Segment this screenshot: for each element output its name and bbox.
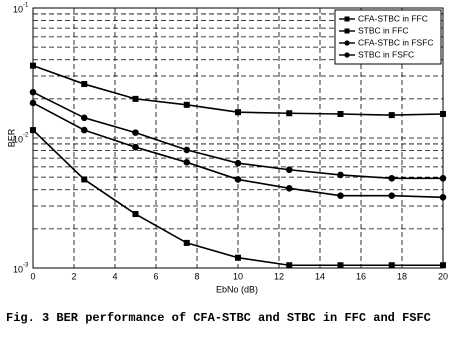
data-point (388, 262, 395, 269)
legend-marker (344, 52, 350, 58)
data-point (183, 159, 191, 166)
legend-label: STBC in FFC (358, 25, 409, 35)
x-tick-label: 0 (30, 271, 35, 281)
data-point (286, 262, 293, 269)
data-point (439, 193, 447, 201)
data-point (81, 176, 88, 183)
data-point (388, 174, 396, 182)
data-point (388, 112, 395, 119)
x-tick-label: 20 (438, 271, 448, 281)
data-point (29, 99, 37, 107)
x-tick-label: 14 (315, 271, 325, 281)
data-point (440, 262, 446, 269)
data-point (132, 211, 139, 218)
y-axis-label: BER (6, 128, 16, 147)
data-point (132, 143, 139, 151)
x-tick-label: 4 (112, 271, 117, 281)
x-tick-label: 6 (153, 271, 158, 281)
data-point (183, 146, 191, 154)
y-tick-label: 10 (13, 4, 23, 14)
caption: Fig. 3 BER performance of CFA-STBC and S… (6, 311, 431, 325)
data-point (286, 110, 293, 117)
legend-marker (344, 40, 350, 46)
data-point (234, 176, 242, 183)
data-point (388, 192, 396, 199)
legend-marker (344, 16, 350, 22)
data-point (132, 95, 139, 102)
data-point (132, 129, 139, 136)
y-tick-label: 10 (13, 264, 23, 274)
x-tick-label: 2 (71, 271, 76, 281)
data-point (183, 101, 190, 108)
data-point (285, 166, 293, 174)
data-point (183, 239, 190, 246)
data-point (234, 159, 242, 167)
data-point (30, 127, 36, 134)
data-point (80, 114, 88, 122)
legend-label: CFA-STBC in FFC (358, 13, 428, 23)
x-tick-label: 12 (274, 271, 284, 281)
x-tick-label: 10 (233, 271, 243, 281)
data-point (30, 62, 36, 69)
data-point (81, 81, 88, 88)
y-tick-exponent: -1 (23, 3, 29, 9)
data-point (440, 110, 446, 117)
data-point (29, 88, 37, 96)
x-tick-label: 8 (194, 271, 199, 281)
data-point (235, 254, 241, 261)
x-axis-label: EbNo (dB) (216, 284, 258, 294)
x-tick-label: 18 (397, 271, 407, 281)
legend-marker (344, 28, 350, 34)
legend-label: STBC in FSFC (358, 49, 414, 59)
data-point (439, 174, 447, 182)
legend-label: CFA-STBC in FSFC (358, 37, 434, 47)
x-tick-label: 16 (356, 271, 366, 281)
y-tick-exponent: -2 (23, 133, 29, 139)
data-point (337, 171, 344, 179)
data-point (337, 110, 344, 117)
data-point (235, 109, 241, 116)
data-point (337, 262, 344, 269)
y-tick-exponent: -3 (23, 263, 29, 269)
data-point (80, 126, 88, 134)
data-point (285, 185, 293, 192)
y-tick-label: 10 (13, 134, 23, 144)
data-point (337, 192, 344, 199)
